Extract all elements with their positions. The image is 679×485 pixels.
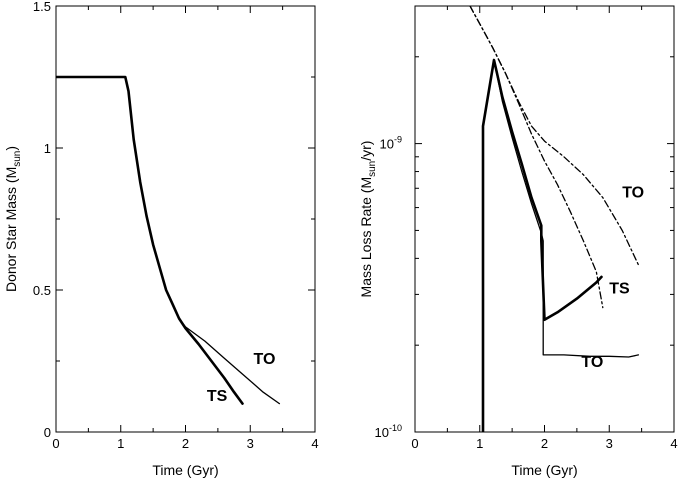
left-annotation-ts: TS <box>207 388 228 405</box>
right-x-tick-label: 1 <box>476 436 483 451</box>
left-y-tick-label: 1 <box>44 141 51 156</box>
left-annotation-to: TO <box>253 351 275 368</box>
right-y-tick-label: 10-10 <box>375 423 402 440</box>
left-y-tick-label: 1.5 <box>33 0 51 14</box>
left-y-ticks: 0 0.5 1 1.5 <box>33 0 315 440</box>
right-y-tick-label-exponent: -9 <box>394 135 402 145</box>
left-x-axis-title: Time (Gyr) <box>152 462 218 478</box>
right-y-tick-label-base: 10 <box>380 137 394 152</box>
left-x-tick-label: 0 <box>52 436 59 451</box>
left-y-axis-title-sub: sun <box>12 151 23 167</box>
right-annotation-ts: TS <box>609 281 630 298</box>
right-series <box>469 6 640 432</box>
right-annotation-to: TO <box>581 354 603 371</box>
right-series-to-solid <box>493 59 640 358</box>
right-y-tick-label-base: 10 <box>375 425 389 440</box>
left-x-ticks: 0 1 2 3 4 <box>52 6 319 451</box>
left-x-tick-label: 1 <box>117 436 124 451</box>
left-annotations: TO TS <box>207 351 276 405</box>
left-panel: 0 1 2 3 4 0 0.5 1 1.5 TO TS Time (Gyr) Donor Sta… <box>3 0 319 478</box>
right-y-tick-label-exponent: -10 <box>389 423 402 433</box>
right-plot-frame <box>414 5 675 433</box>
left-y-axis-title-main: Donor Star Mass (M <box>3 167 19 292</box>
right-y-axis-title-sub: sun <box>367 161 378 177</box>
right-x-tick-label: 3 <box>606 436 613 451</box>
right-annotation-to: TO <box>622 185 644 202</box>
right-x-axis-title: Time (Gyr) <box>511 462 577 478</box>
left-plot-frame <box>55 5 316 433</box>
left-x-tick-label: 2 <box>182 436 189 451</box>
left-series-to <box>56 76 281 405</box>
right-x-tick-label: 2 <box>541 436 548 451</box>
right-x-tick-label: 4 <box>670 436 677 451</box>
right-series-to-dash-dot <box>469 6 640 266</box>
right-series-ts-dash-dot <box>469 6 604 309</box>
left-series <box>56 75 281 405</box>
right-annotations: TO TS TO <box>581 185 644 371</box>
left-y-tick-label: 0 <box>44 425 51 440</box>
right-y-tick-label: 10-9 <box>380 135 402 152</box>
left-series-ts <box>56 75 244 405</box>
left-y-axis-title: Donor Star Mass (Msun) <box>3 146 23 292</box>
left-x-tick-label: 4 <box>311 436 318 451</box>
right-y-axis-title: Mass Loss Rate (Msun/yr) <box>358 141 378 298</box>
left-y-axis-title-end: ) <box>3 146 19 151</box>
right-y-axis-title-end: /yr) <box>358 141 374 161</box>
right-x-ticks: 0 1 2 3 4 <box>411 6 678 451</box>
right-series-ts-solid <box>481 58 603 432</box>
right-x-tick-label: 0 <box>411 436 418 451</box>
left-x-tick-label: 3 <box>247 436 254 451</box>
right-y-axis-title-main: Mass Loss Rate (M <box>358 177 374 298</box>
left-y-tick-label: 0.5 <box>33 283 51 298</box>
